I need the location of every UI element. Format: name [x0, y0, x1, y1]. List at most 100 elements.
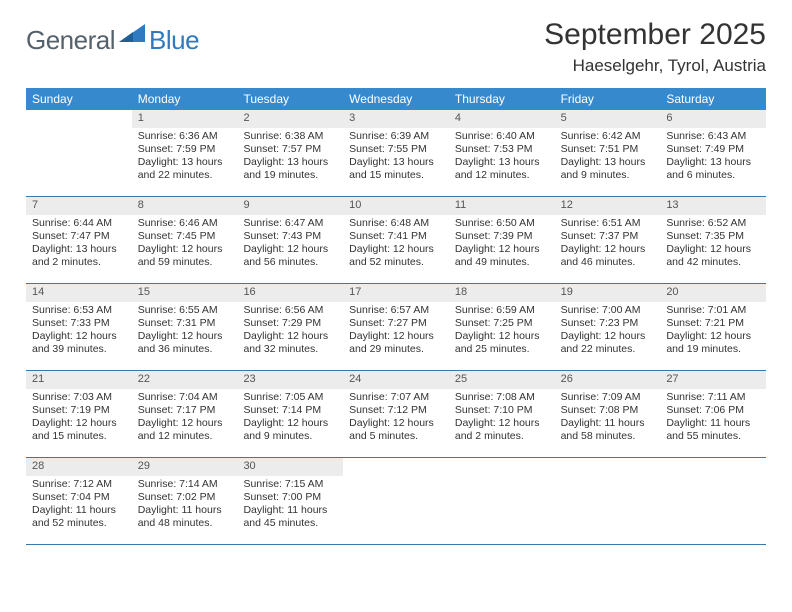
day-line: Sunset: 7:47 PM	[32, 230, 126, 243]
day-body	[555, 462, 661, 470]
day-line: Sunrise: 6:40 AM	[455, 130, 549, 143]
day-line: Sunset: 7:31 PM	[138, 317, 232, 330]
day-body: Sunrise: 6:57 AMSunset: 7:27 PMDaylight:…	[343, 302, 449, 363]
day-line: Sunrise: 6:48 AM	[349, 217, 443, 230]
location: Haeselgehr, Tyrol, Austria	[544, 56, 766, 76]
day-line: Sunrise: 6:51 AM	[561, 217, 655, 230]
day-line: Daylight: 12 hours	[32, 330, 126, 343]
day-line: Daylight: 11 hours	[32, 504, 126, 517]
day-line: Daylight: 13 hours	[138, 156, 232, 169]
day-line: Sunrise: 6:43 AM	[666, 130, 760, 143]
day-body: Sunrise: 6:44 AMSunset: 7:47 PMDaylight:…	[26, 215, 132, 276]
day-body: Sunrise: 6:56 AMSunset: 7:29 PMDaylight:…	[237, 302, 343, 363]
day-line: Sunrise: 6:46 AM	[138, 217, 232, 230]
day-line: Sunrise: 7:05 AM	[243, 391, 337, 404]
day-body: Sunrise: 6:52 AMSunset: 7:35 PMDaylight:…	[660, 215, 766, 276]
day-line: Daylight: 11 hours	[138, 504, 232, 517]
day-line: Daylight: 13 hours	[455, 156, 549, 169]
day-line: Sunset: 7:06 PM	[666, 404, 760, 417]
day-line: Daylight: 12 hours	[349, 243, 443, 256]
day-cell: 18Sunrise: 6:59 AMSunset: 7:25 PMDayligh…	[449, 284, 555, 370]
day-number: 12	[555, 197, 661, 215]
day-body: Sunrise: 6:38 AMSunset: 7:57 PMDaylight:…	[237, 128, 343, 189]
day-cell: 22Sunrise: 7:04 AMSunset: 7:17 PMDayligh…	[132, 371, 238, 457]
brand-logo: General Blue	[26, 24, 199, 57]
day-body: Sunrise: 7:05 AMSunset: 7:14 PMDaylight:…	[237, 389, 343, 450]
day-line: Sunset: 7:39 PM	[455, 230, 549, 243]
day-body: Sunrise: 7:03 AMSunset: 7:19 PMDaylight:…	[26, 389, 132, 450]
day-number: 14	[26, 284, 132, 302]
day-number: 16	[237, 284, 343, 302]
day-number: 22	[132, 371, 238, 389]
day-line: Daylight: 12 hours	[138, 417, 232, 430]
day-number: 29	[132, 458, 238, 476]
day-line: Daylight: 12 hours	[455, 417, 549, 430]
day-cell	[343, 458, 449, 544]
day-line: Daylight: 12 hours	[455, 330, 549, 343]
weekday-header: Friday	[555, 88, 661, 110]
day-body: Sunrise: 6:47 AMSunset: 7:43 PMDaylight:…	[237, 215, 343, 276]
day-line: and 52 minutes.	[349, 256, 443, 269]
day-number: 9	[237, 197, 343, 215]
day-body: Sunrise: 6:46 AMSunset: 7:45 PMDaylight:…	[132, 215, 238, 276]
day-body: Sunrise: 6:55 AMSunset: 7:31 PMDaylight:…	[132, 302, 238, 363]
day-body	[449, 462, 555, 470]
day-line: and 56 minutes.	[243, 256, 337, 269]
day-line: Sunrise: 6:55 AM	[138, 304, 232, 317]
day-body: Sunrise: 6:39 AMSunset: 7:55 PMDaylight:…	[343, 128, 449, 189]
day-line: Sunset: 7:35 PM	[666, 230, 760, 243]
weekday-header: Monday	[132, 88, 238, 110]
day-line: Sunset: 7:49 PM	[666, 143, 760, 156]
day-line: and 5 minutes.	[349, 430, 443, 443]
day-body	[343, 462, 449, 470]
day-cell: 25Sunrise: 7:08 AMSunset: 7:10 PMDayligh…	[449, 371, 555, 457]
day-body: Sunrise: 7:14 AMSunset: 7:02 PMDaylight:…	[132, 476, 238, 537]
day-number: 11	[449, 197, 555, 215]
day-number: 6	[660, 110, 766, 128]
day-number: 3	[343, 110, 449, 128]
week-row: 1Sunrise: 6:36 AMSunset: 7:59 PMDaylight…	[26, 110, 766, 197]
day-line: and 32 minutes.	[243, 343, 337, 356]
day-line: Sunrise: 7:03 AM	[32, 391, 126, 404]
day-line: and 2 minutes.	[32, 256, 126, 269]
day-line: Sunset: 7:02 PM	[138, 491, 232, 504]
day-body: Sunrise: 6:50 AMSunset: 7:39 PMDaylight:…	[449, 215, 555, 276]
day-cell: 3Sunrise: 6:39 AMSunset: 7:55 PMDaylight…	[343, 110, 449, 196]
day-cell: 24Sunrise: 7:07 AMSunset: 7:12 PMDayligh…	[343, 371, 449, 457]
weekday-header: Wednesday	[343, 88, 449, 110]
day-cell: 27Sunrise: 7:11 AMSunset: 7:06 PMDayligh…	[660, 371, 766, 457]
week-row: 7Sunrise: 6:44 AMSunset: 7:47 PMDaylight…	[26, 197, 766, 284]
day-line: Sunrise: 7:12 AM	[32, 478, 126, 491]
day-number: 7	[26, 197, 132, 215]
day-line: and 22 minutes.	[561, 343, 655, 356]
day-line: Sunset: 7:43 PM	[243, 230, 337, 243]
day-line: Daylight: 12 hours	[561, 243, 655, 256]
day-body: Sunrise: 6:51 AMSunset: 7:37 PMDaylight:…	[555, 215, 661, 276]
day-cell: 14Sunrise: 6:53 AMSunset: 7:33 PMDayligh…	[26, 284, 132, 370]
day-line: and 15 minutes.	[349, 169, 443, 182]
day-line: Sunrise: 7:09 AM	[561, 391, 655, 404]
weekday-header: Sunday	[26, 88, 132, 110]
day-line: and 12 minutes.	[455, 169, 549, 182]
day-line: and 45 minutes.	[243, 517, 337, 530]
day-line: Daylight: 13 hours	[32, 243, 126, 256]
day-line: and 22 minutes.	[138, 169, 232, 182]
day-line: Daylight: 13 hours	[666, 156, 760, 169]
weekday-header: Thursday	[449, 88, 555, 110]
day-line: Daylight: 12 hours	[349, 330, 443, 343]
day-line: Sunrise: 6:39 AM	[349, 130, 443, 143]
day-line: Sunrise: 7:04 AM	[138, 391, 232, 404]
day-line: and 58 minutes.	[561, 430, 655, 443]
day-line: Sunset: 7:37 PM	[561, 230, 655, 243]
day-line: and 55 minutes.	[666, 430, 760, 443]
day-line: Sunrise: 6:44 AM	[32, 217, 126, 230]
day-line: Daylight: 11 hours	[666, 417, 760, 430]
day-body: Sunrise: 7:12 AMSunset: 7:04 PMDaylight:…	[26, 476, 132, 537]
day-line: Sunset: 7:23 PM	[561, 317, 655, 330]
weekday-header-row: Sunday Monday Tuesday Wednesday Thursday…	[26, 88, 766, 110]
day-line: and 52 minutes.	[32, 517, 126, 530]
day-number: 24	[343, 371, 449, 389]
week-row: 14Sunrise: 6:53 AMSunset: 7:33 PMDayligh…	[26, 284, 766, 371]
day-line: Sunset: 7:29 PM	[243, 317, 337, 330]
day-body: Sunrise: 6:42 AMSunset: 7:51 PMDaylight:…	[555, 128, 661, 189]
